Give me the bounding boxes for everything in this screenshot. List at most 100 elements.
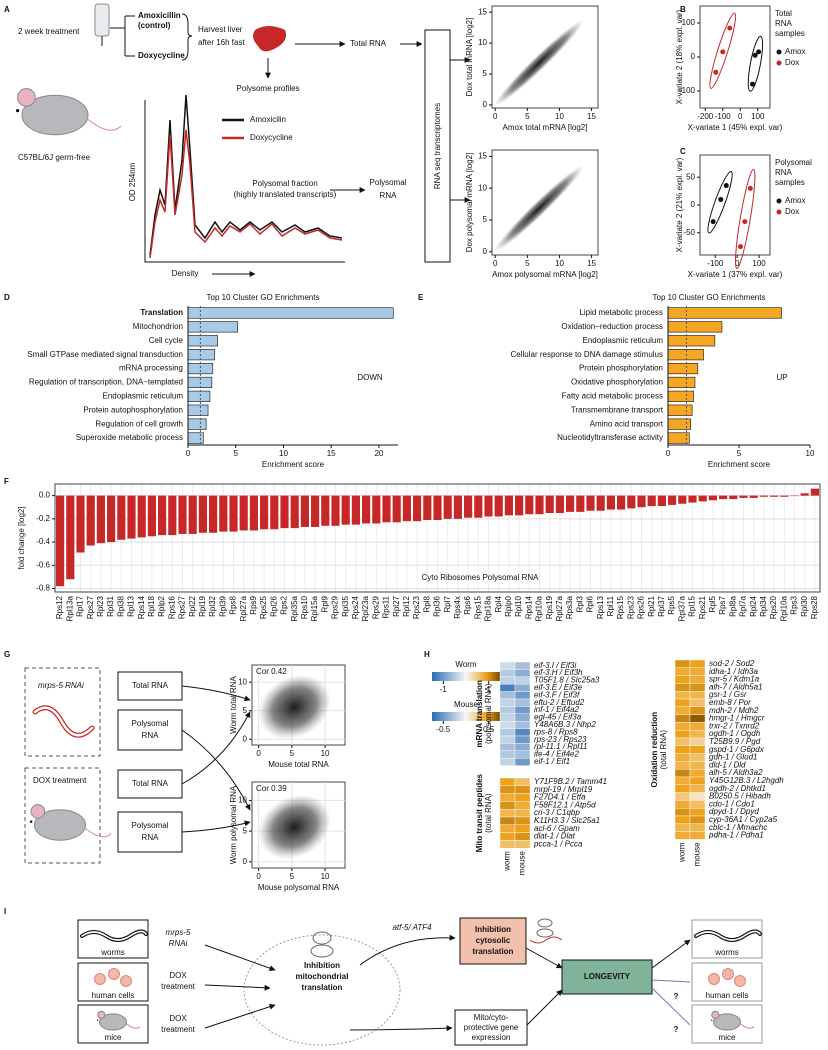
colorbar [450, 672, 453, 681]
y-tick-label: -0.8 [36, 584, 50, 593]
colorbar [490, 672, 493, 681]
heatmap-cell [499, 801, 516, 810]
colorbar [478, 672, 481, 681]
row-label: eif-3.F / Eif3f [534, 690, 580, 699]
cell-icon [734, 975, 746, 987]
label: human cells [706, 991, 749, 1000]
arrow [651, 979, 691, 983]
x-tick-label: Rpl23 [96, 595, 105, 616]
heatmap-cell [514, 698, 531, 707]
label: protective gene [464, 1023, 519, 1032]
heatmap-cell [674, 698, 691, 708]
bar [719, 495, 728, 500]
bar [137, 495, 146, 538]
bar [698, 495, 707, 502]
point [710, 219, 716, 225]
x-tick-label: Rps7 [718, 595, 727, 614]
heatmap-cell [674, 706, 691, 715]
legend-swatch [776, 60, 782, 66]
mouse-icon [711, 1010, 720, 1019]
bar [790, 495, 799, 497]
category-label: Amino acid transport [590, 419, 664, 428]
label: (highly translated transcripts) [234, 190, 337, 199]
heatmap-cell [689, 706, 706, 715]
category-label: Nucleotidyltransferase activity [557, 433, 663, 442]
x-tick-label: Rps19 [545, 595, 554, 619]
block-title: Mito transit peptides [475, 773, 484, 852]
colorbar [498, 672, 501, 681]
x-tick-label: Rpl5 [708, 595, 717, 612]
x-tick-label: Rpl11 [606, 595, 615, 616]
bar [86, 495, 95, 546]
colorbar [470, 672, 473, 681]
bar [219, 495, 228, 532]
y-tick-label: 5 [243, 706, 248, 715]
colorbar [492, 672, 495, 681]
colorbar [436, 712, 439, 721]
box [117, 709, 183, 751]
heatmap-cell [499, 809, 516, 818]
mouse-icon [34, 809, 86, 841]
x-tick-label: 0 [735, 259, 740, 268]
row-label: egl-45 / Eif3a [534, 713, 582, 722]
arrow [181, 729, 251, 811]
block-subtitle: (total RNA) [659, 730, 668, 770]
heatmap-cell [514, 735, 531, 744]
colorbar [444, 672, 447, 681]
heatmap-cell [674, 769, 691, 778]
x-tick-label: Rpl15 [688, 595, 697, 616]
plot-frame [251, 781, 346, 869]
y-axis-label: Worm total RNA [229, 676, 238, 734]
y-tick-label: 0 [243, 734, 248, 743]
heatmap-cell [674, 675, 691, 684]
x-tick-label: 5 [525, 259, 530, 268]
heatmap-cell [514, 713, 531, 722]
bar [555, 495, 564, 514]
heatmap-cell [674, 691, 691, 700]
label: RNA [142, 731, 160, 740]
heatmap-cell [689, 784, 706, 793]
heatmap-cell [499, 721, 516, 729]
label: DOX [169, 971, 187, 980]
colorbar [446, 712, 449, 721]
x-tick-label: Rpl10a [535, 595, 544, 621]
y-tick-label: 0 [483, 100, 488, 109]
bar [770, 495, 779, 497]
heatmap-cell [514, 785, 531, 794]
arrow [181, 685, 251, 702]
heatmap-cell [689, 730, 706, 739]
label: Mito/cyto- [474, 1013, 509, 1022]
colorbar [486, 672, 489, 681]
row-label: eif-3.I / Eif3i [534, 661, 576, 670]
colorbar-tick-label: 1 [486, 685, 491, 694]
bar [667, 362, 699, 375]
bar [351, 495, 360, 525]
x-tick-label: Rps8 [229, 595, 238, 614]
x-tick-label: Rpl32 [208, 595, 217, 616]
column-label: mouse [518, 851, 527, 876]
colorbar [450, 712, 453, 721]
dashed-box [24, 767, 101, 864]
bar [606, 495, 615, 510]
heatmap-cell [689, 831, 706, 840]
category-label: Mitochondrion [133, 322, 183, 331]
category-label: Endoplasmic reticulum [103, 391, 184, 400]
bar [667, 349, 704, 361]
row-label: ogdh-1 / Ogdh [709, 729, 761, 738]
y-tick-label: 0 [691, 52, 696, 61]
row-label: emb-8 / Por [709, 698, 751, 707]
legend-label: Amox [785, 196, 805, 205]
cell-icon [94, 973, 106, 985]
x-tick-label: Rpl15a [310, 595, 319, 621]
bar [667, 307, 782, 319]
x-tick-label: 0 [186, 449, 191, 458]
bar [729, 495, 738, 500]
bar [474, 495, 483, 518]
bar [117, 495, 126, 540]
heatmap-cell [689, 745, 706, 754]
annotation: UP [776, 373, 787, 382]
colorbar [496, 672, 499, 681]
label: 2 week treatment [18, 27, 80, 36]
row-label: rpl-11.1 / Rpl11 [534, 742, 588, 751]
